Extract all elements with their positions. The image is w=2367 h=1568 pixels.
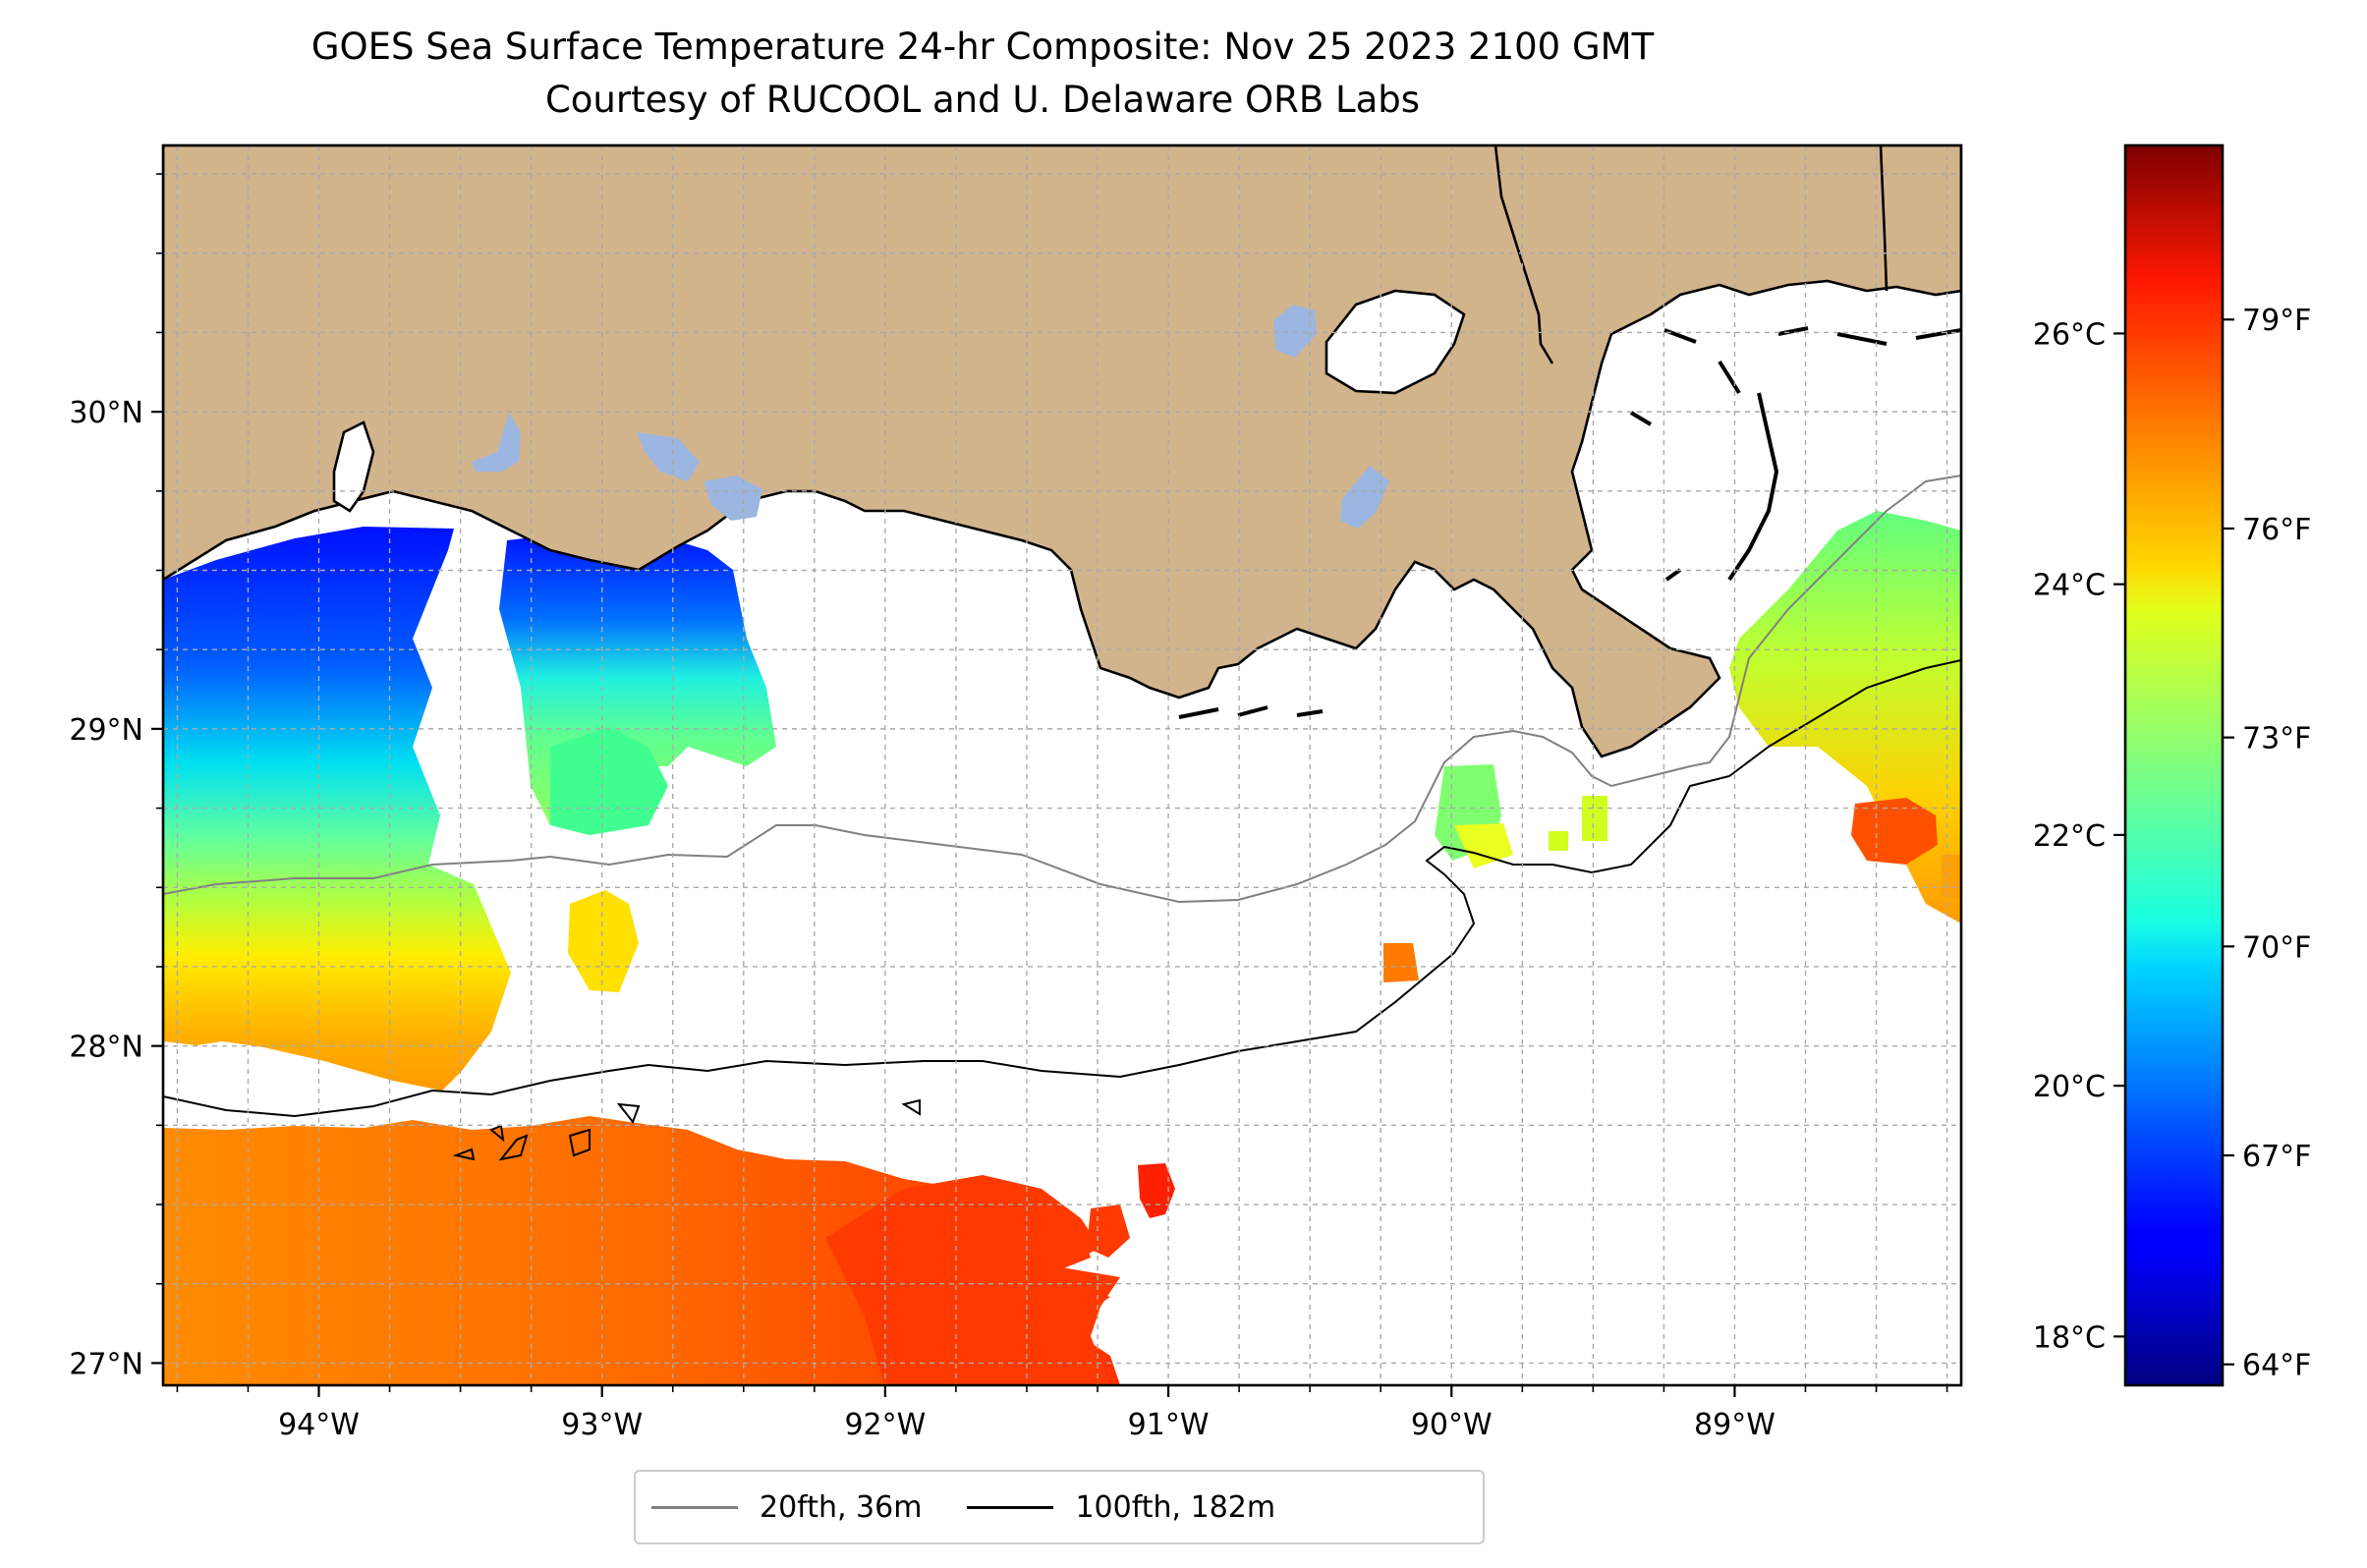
fahrenheit-tick-label: 67°F bbox=[2242, 1140, 2311, 1174]
fahrenheit-tick-label: 70°F bbox=[2242, 930, 2311, 965]
fahrenheit-tick-label: 79°F bbox=[2242, 304, 2311, 338]
longitude-axis: 94°W 93°W 92°W 91°W 90°W 89°W bbox=[176, 1385, 1948, 1442]
sabine-lake bbox=[332, 420, 375, 513]
legend-label-100fth: 100fth, 182m bbox=[1075, 1489, 1276, 1525]
legend-swatch-20fth bbox=[651, 1505, 738, 1509]
sst-patch-northwest bbox=[163, 527, 511, 1091]
lake-salvador bbox=[1340, 466, 1389, 529]
legend-label-20fth: 20fth, 36m bbox=[760, 1489, 923, 1525]
celsius-tick-label: 24°C bbox=[2033, 569, 2106, 603]
map-title: GOES Sea Surface Temperature 24-hr Compo… bbox=[310, 26, 1655, 68]
lat-tick-label: 30°N bbox=[69, 396, 143, 430]
sst-patch-east-red bbox=[1851, 798, 1938, 865]
lon-tick-label: 92°W bbox=[844, 1408, 926, 1442]
flower-garden-banks bbox=[452, 1098, 921, 1161]
colorbar-fahrenheit-axis: 64°F 67°F 70°F 73°F 76°F 79°F bbox=[2223, 304, 2311, 1383]
celsius-tick-label: 20°C bbox=[2033, 1070, 2106, 1104]
celsius-tick-label: 26°C bbox=[2033, 317, 2106, 352]
celsius-tick-label: 22°C bbox=[2033, 819, 2106, 854]
lon-tick-label: 93°W bbox=[561, 1408, 643, 1442]
legend-swatch-100fth bbox=[967, 1505, 1054, 1509]
fahrenheit-tick-label: 73°F bbox=[2242, 722, 2311, 756]
lon-tick-label: 91°W bbox=[1128, 1408, 1210, 1442]
legend-item-20fth: 20fth, 36m bbox=[651, 1490, 922, 1525]
lake-grand bbox=[637, 432, 700, 481]
lat-tick-label: 27°N bbox=[69, 1347, 143, 1381]
barrier-islands bbox=[1178, 326, 1961, 719]
sst-patch-mid-east-yellow bbox=[1454, 823, 1513, 868]
map-frame bbox=[161, 143, 1963, 1387]
lat-tick-label: 29°N bbox=[69, 713, 143, 748]
map-gridlines bbox=[163, 145, 1961, 1385]
lat-tick-label: 28°N bbox=[69, 1031, 143, 1065]
sst-patch-orange-dot bbox=[1383, 943, 1419, 982]
state-border-ms-al bbox=[1879, 145, 1888, 292]
lake-pontchartrain bbox=[1324, 289, 1466, 395]
isobath-100fth bbox=[163, 659, 1961, 1118]
lake-maurepas bbox=[1273, 305, 1317, 358]
fahrenheit-tick-label: 64°F bbox=[2242, 1349, 2311, 1383]
celsius-tick-label: 18°C bbox=[2033, 1320, 2106, 1355]
sst-patch-south-red bbox=[825, 1175, 1120, 1385]
latitude-axis: 30°N 29°N 28°N 27°N bbox=[69, 173, 163, 1381]
fahrenheit-tick-label: 76°F bbox=[2242, 513, 2311, 547]
colorbar bbox=[2123, 143, 2225, 1387]
lon-tick-label: 90°W bbox=[1411, 1408, 1493, 1442]
map-subtitle: Courtesy of RUCOOL and U. Delaware ORB L… bbox=[544, 79, 1421, 121]
state-border-la-ms bbox=[1493, 145, 1554, 364]
land-mass bbox=[163, 145, 1961, 758]
lon-tick-label: 94°W bbox=[278, 1408, 360, 1442]
sst-patch-east-orange bbox=[1942, 855, 1961, 900]
colorbar-celsius-axis: 18°C 20°C 22°C 24°C 26°C bbox=[2033, 317, 2125, 1355]
lake-white bbox=[704, 476, 762, 521]
legend: 20fth, 36m 100fth, 182m bbox=[634, 1470, 1485, 1544]
legend-item-100fth: 100fth, 182m bbox=[967, 1490, 1275, 1525]
lon-tick-label: 89°W bbox=[1694, 1408, 1775, 1442]
lake-calcasieu bbox=[472, 413, 521, 472]
